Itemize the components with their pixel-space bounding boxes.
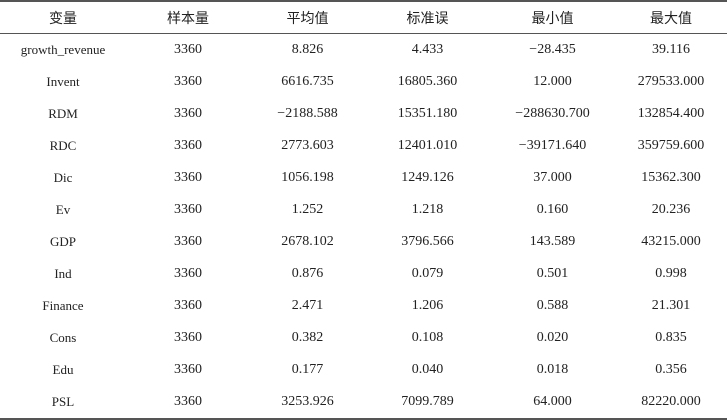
cell-max: 359759.600	[637, 138, 705, 153]
cell-min: −39171.640	[518, 138, 587, 153]
cell-std-error: 12401.010	[397, 138, 458, 153]
table-row: RDC 3360 2773.603 12401.010 −39171.640 359759…	[0, 130, 727, 162]
cell-max: 279533.000	[637, 74, 705, 89]
cell-sample-size: 3360	[174, 330, 202, 345]
cell-std-error: 1.218	[411, 202, 444, 217]
header-row: 变量 样本量 平均值 标准误 最小值 最大值	[0, 1, 727, 34]
cell-mean: 2678.102	[281, 234, 334, 249]
cell-sample-size: 3360	[174, 394, 202, 409]
cell-variable: Invent	[46, 74, 80, 89]
cell-mean: 8.826	[291, 42, 324, 57]
cell-variable: Dic	[53, 170, 73, 185]
cell-max: 0.998	[655, 266, 687, 281]
cell-min: −288630.700	[515, 106, 590, 121]
table-row: Finance 3360 2.471 1.206 0.588 21.301	[0, 290, 727, 322]
table-body: growth_revenue 3360 8.826 4.433 −28.435 39.11…	[0, 34, 727, 420]
table-row: Ev 3360 1.252 1.218 0.160 20.236	[0, 194, 727, 226]
header-std-error: 标准误	[365, 1, 490, 34]
cell-sample-size: 3360	[174, 106, 202, 121]
cell-sample-size: 3360	[174, 266, 202, 281]
cell-max: 20.236	[651, 202, 691, 217]
cell-std-error: 16805.360	[397, 74, 458, 89]
cell-variable: Edu	[52, 362, 74, 377]
cell-mean: 0.876	[291, 266, 324, 281]
cell-max: 15362.300	[641, 170, 701, 185]
header-variable: 变量	[0, 1, 126, 34]
cell-min: 0.018	[536, 362, 569, 377]
cell-std-error: 1249.126	[401, 170, 454, 185]
header-max: 最大值	[615, 1, 727, 34]
cell-max: 0.835	[655, 330, 687, 345]
cell-sample-size: 3360	[174, 202, 202, 217]
cell-variable: Finance	[42, 298, 84, 313]
cell-min: 0.501	[536, 266, 569, 281]
cell-std-error: 15351.180	[397, 106, 458, 121]
cell-sample-size: 3360	[174, 362, 202, 377]
table-row: GDP 3360 2678.102 3796.566 143.589 43215.000	[0, 226, 727, 258]
cell-sample-size: 3360	[174, 74, 202, 89]
cell-std-error: 7099.789	[401, 394, 454, 409]
cell-variable: PSL	[51, 394, 75, 409]
cell-min: 0.160	[536, 202, 569, 217]
cell-mean: 2.471	[291, 298, 324, 313]
cell-std-error: 0.040	[411, 362, 444, 377]
cell-min: −28.435	[529, 42, 576, 57]
table-row: Edu 3360 0.177 0.040 0.018 0.356	[0, 354, 727, 386]
cell-max: 39.116	[652, 42, 690, 57]
cell-variable: Ev	[55, 202, 71, 217]
cell-max: 21.301	[651, 298, 691, 313]
cell-variable: RDM	[48, 106, 78, 121]
cell-variable: growth_revenue	[20, 42, 106, 57]
table-row: Invent 3360 6616.735 16805.360 12.000 279533.…	[0, 66, 727, 98]
cell-sample-size: 3360	[174, 42, 202, 57]
cell-std-error: 4.433	[411, 42, 444, 57]
cell-sample-size: 3360	[174, 138, 202, 153]
cell-std-error: 0.108	[411, 330, 444, 345]
cell-mean: 0.177	[291, 362, 324, 377]
cell-std-error: 0.079	[411, 266, 444, 281]
cell-min: 12.000	[533, 74, 572, 89]
cell-min: 64.000	[533, 394, 572, 409]
cell-variable: Ind	[54, 266, 72, 281]
cell-mean: 6616.735	[281, 74, 334, 89]
cell-sample-size: 3360	[174, 170, 202, 185]
cell-std-error: 3796.566	[401, 234, 454, 249]
cell-mean: 0.382	[291, 330, 324, 345]
cell-mean: 1056.198	[281, 170, 334, 185]
cell-sample-size: 3360	[174, 234, 202, 249]
header-mean: 平均值	[250, 1, 365, 34]
cell-max: 132854.400	[637, 106, 705, 121]
cell-variable: Cons	[49, 330, 77, 345]
table-row: growth_revenue 3360 8.826 4.433 −28.435 39.11…	[0, 34, 727, 67]
cell-min: 37.000	[533, 170, 572, 185]
table-row: PSL 3360 3253.926 7099.789 64.000 82220.000	[0, 386, 727, 419]
cell-min: 143.589	[529, 234, 576, 249]
cell-max: 43215.000	[641, 234, 701, 249]
table-row: Dic 3360 1056.198 1249.126 37.000 15362.300	[0, 162, 727, 194]
cell-std-error: 1.206	[411, 298, 444, 313]
cell-variable: RDC	[49, 138, 77, 153]
header-min: 最小值	[490, 1, 615, 34]
cell-min: 0.588	[536, 298, 569, 313]
cell-mean: 3253.926	[281, 394, 334, 409]
cell-variable: GDP	[49, 234, 76, 249]
cell-sample-size: 3360	[174, 298, 202, 313]
cell-max: 0.356	[655, 362, 687, 377]
cell-max: 82220.000	[641, 394, 701, 409]
table-row: Ind 3360 0.876 0.079 0.501 0.998	[0, 258, 727, 290]
table-row: RDM 3360 −2188.588 15351.180 −288630.700 1328…	[0, 98, 727, 130]
cell-mean: 2773.603	[281, 138, 334, 153]
header-sample-size: 样本量	[126, 1, 250, 34]
cell-mean: 1.252	[291, 202, 324, 217]
cell-mean: −2188.588	[277, 106, 338, 121]
table-row: Cons 3360 0.382 0.108 0.020 0.835	[0, 322, 727, 354]
cell-min: 0.020	[536, 330, 569, 345]
